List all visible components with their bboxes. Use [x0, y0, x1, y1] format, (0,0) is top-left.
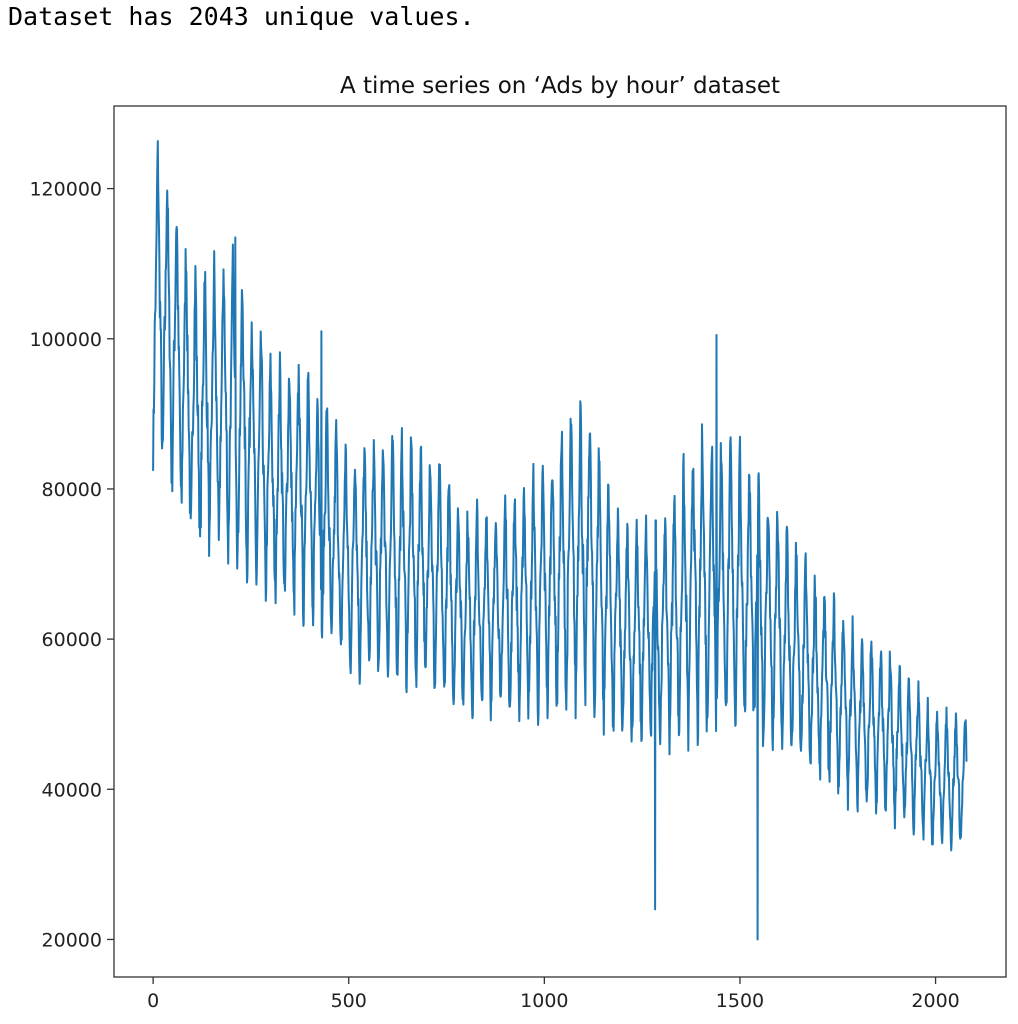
y-tick-label: 100000 — [29, 329, 102, 351]
x-axis: 0 500 1000 1500 2000 — [147, 977, 960, 1012]
cell-output-text: Dataset has 2043 unique values. — [8, 2, 475, 31]
x-tick-label: 500 — [331, 990, 367, 1012]
series-line-ads — [152, 140, 968, 941]
axes-frame — [113, 105, 1007, 978]
y-tick-label: 120000 — [29, 179, 102, 201]
y-tick-label: 20000 — [42, 929, 102, 951]
y-tick-label: 80000 — [42, 479, 102, 501]
x-tick-label: 1000 — [520, 990, 568, 1012]
y-tick-label: 60000 — [42, 629, 102, 651]
y-tick-label: 40000 — [42, 779, 102, 801]
x-tick-label: 1500 — [716, 990, 764, 1012]
chart-title: A time series on ‘Ads by hour’ dataset — [340, 73, 780, 99]
y-axis: 20000 40000 60000 80000 100000 120000 — [29, 179, 114, 951]
x-tick-label: 0 — [147, 990, 159, 1012]
x-tick-label: 2000 — [911, 990, 959, 1012]
